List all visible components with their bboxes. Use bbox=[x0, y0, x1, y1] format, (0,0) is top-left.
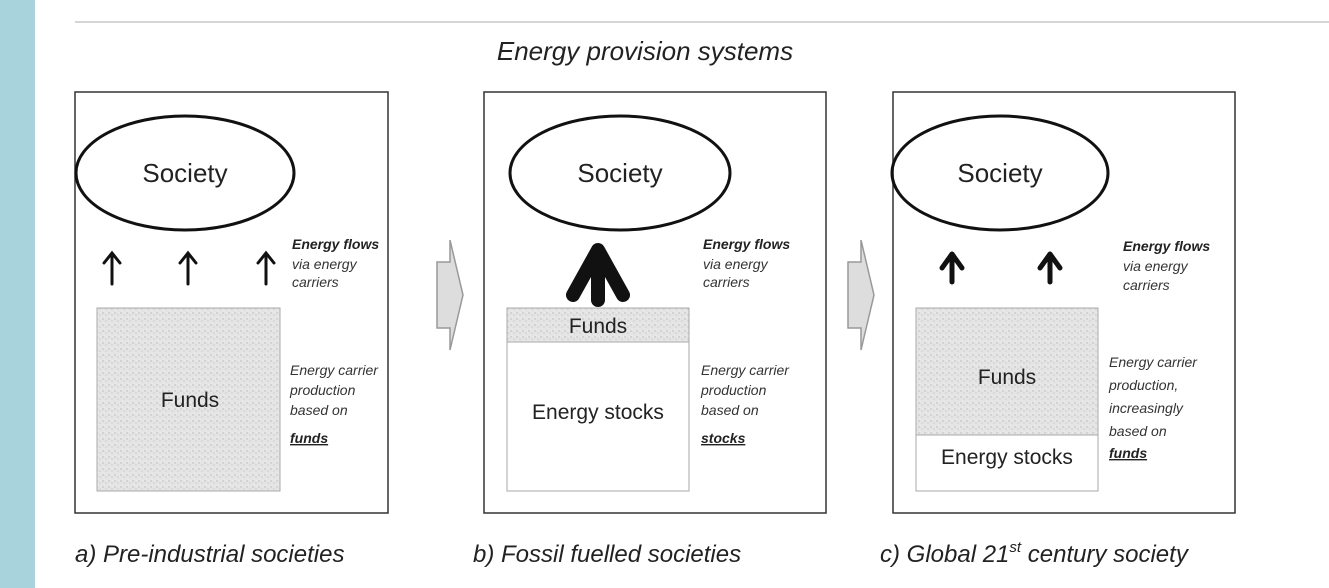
flows-line: carriers bbox=[292, 274, 339, 290]
side-bar bbox=[0, 0, 35, 588]
box-label: Energy stocks bbox=[941, 446, 1073, 469]
flows-title: Energy flows bbox=[1123, 238, 1210, 254]
production-line: Energy carrier bbox=[1109, 354, 1198, 370]
box-label: Funds bbox=[161, 389, 219, 412]
funds-box bbox=[915, 307, 1099, 436]
stocks-box bbox=[506, 341, 690, 492]
production-line: based on bbox=[1109, 423, 1167, 439]
title: Energy provision systems bbox=[497, 36, 793, 66]
society-ellipse bbox=[508, 114, 732, 232]
caption-part: century society bbox=[1021, 541, 1190, 568]
flows-line: via energy bbox=[292, 256, 358, 272]
flows-title: Energy flows bbox=[703, 236, 790, 252]
stocks-box bbox=[915, 434, 1099, 492]
caption: a) Pre-industrial societies bbox=[75, 541, 344, 568]
production-line: based on bbox=[701, 402, 759, 418]
box-label: Funds bbox=[569, 315, 627, 338]
production-line: production bbox=[700, 382, 767, 398]
big-arrow bbox=[566, 243, 630, 307]
society-label: Society bbox=[142, 158, 227, 188]
arrows bbox=[102, 250, 276, 286]
connector-arrow bbox=[847, 239, 875, 351]
caption-sup: st bbox=[1009, 539, 1022, 556]
production-line: based on bbox=[290, 402, 348, 418]
society-ellipse bbox=[74, 114, 296, 232]
society-label: Society bbox=[577, 158, 662, 188]
flows-title: Energy flows bbox=[292, 236, 379, 252]
production-line: production, bbox=[1108, 377, 1178, 393]
production-emphasis: funds bbox=[1109, 445, 1147, 461]
flows-line: carriers bbox=[1123, 277, 1170, 293]
production-emphasis: stocks bbox=[701, 430, 746, 446]
arrows bbox=[939, 251, 1063, 285]
panel-c: Society Funds Energy stocks Energy flows… bbox=[880, 91, 1236, 568]
flows-line: carriers bbox=[703, 274, 750, 290]
box-label: Energy stocks bbox=[532, 401, 664, 424]
production-emphasis: funds bbox=[290, 430, 328, 446]
production-line: Energy carrier bbox=[701, 362, 790, 378]
caption: c) Global 21st century society bbox=[880, 539, 1190, 568]
production-line: production bbox=[289, 382, 356, 398]
production-line: increasingly bbox=[1109, 400, 1184, 416]
production-line: Energy carrier bbox=[290, 362, 379, 378]
funds-box bbox=[96, 307, 281, 492]
flows-line: via energy bbox=[703, 256, 769, 272]
society-label: Society bbox=[957, 158, 1042, 188]
caption-part: c) Global 21 bbox=[880, 541, 1009, 568]
connector-arrow bbox=[436, 239, 464, 351]
caption: b) Fossil fuelled societies bbox=[473, 541, 741, 568]
panel-a: Society Funds Energy flows via energy ca… bbox=[74, 91, 389, 568]
box-label: Funds bbox=[978, 366, 1036, 389]
society-ellipse bbox=[890, 114, 1110, 232]
panel-b: Society Funds Energy stocks Energy flows… bbox=[473, 91, 827, 568]
flows-line: via energy bbox=[1123, 258, 1189, 274]
